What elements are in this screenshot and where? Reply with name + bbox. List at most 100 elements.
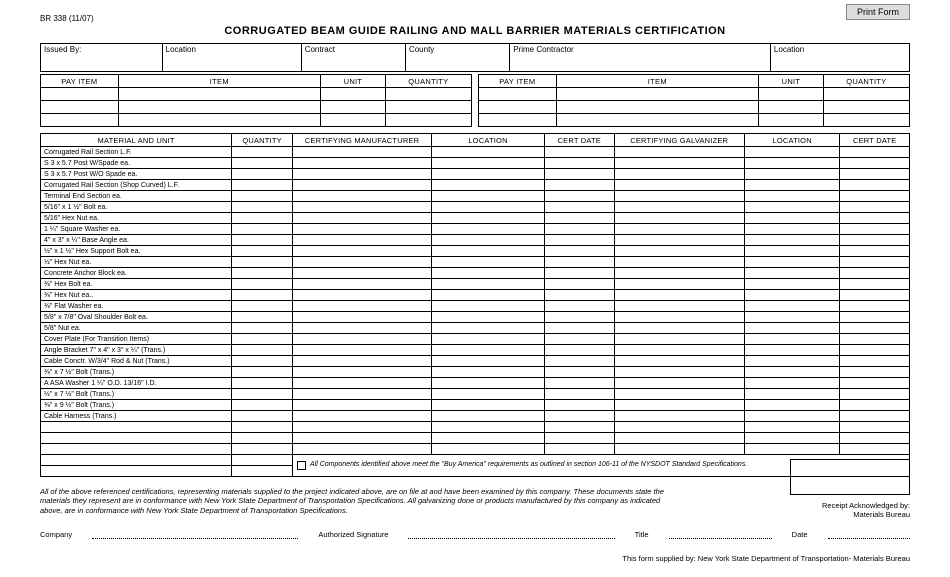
data-cell[interactable] (614, 235, 744, 246)
data-cell[interactable] (744, 180, 840, 191)
data-cell[interactable] (232, 422, 293, 433)
data-cell[interactable] (744, 191, 840, 202)
data-cell[interactable] (545, 169, 615, 180)
data-cell[interactable] (293, 158, 432, 169)
data-cell[interactable] (293, 378, 432, 389)
data-cell[interactable] (293, 246, 432, 257)
header-field[interactable]: Issued By: (41, 44, 163, 72)
data-cell[interactable] (545, 202, 615, 213)
data-cell[interactable] (840, 367, 910, 378)
data-cell[interactable] (545, 257, 615, 268)
data-cell[interactable] (840, 345, 910, 356)
data-cell[interactable] (614, 301, 744, 312)
data-cell[interactable] (293, 367, 432, 378)
data-cell[interactable] (432, 444, 545, 455)
data-cell[interactable] (614, 411, 744, 422)
data-cell[interactable] (432, 367, 545, 378)
data-cell[interactable] (293, 444, 432, 455)
data-cell[interactable] (840, 301, 910, 312)
data-cell[interactable] (545, 389, 615, 400)
header-field[interactable]: Prime Contractor (510, 44, 771, 72)
data-cell[interactable] (545, 367, 615, 378)
data-cell[interactable] (744, 378, 840, 389)
data-cell[interactable] (232, 400, 293, 411)
data-cell[interactable] (293, 433, 432, 444)
data-cell[interactable] (232, 411, 293, 422)
company-line[interactable] (92, 529, 298, 539)
data-cell[interactable] (293, 257, 432, 268)
data-cell[interactable] (432, 279, 545, 290)
data-cell[interactable] (614, 279, 744, 290)
data-cell[interactable] (232, 323, 293, 334)
data-cell[interactable] (840, 389, 910, 400)
data-cell[interactable] (432, 213, 545, 224)
data-cell[interactable] (432, 334, 545, 345)
data-cell[interactable] (840, 246, 910, 257)
data-cell[interactable] (545, 158, 615, 169)
data-cell[interactable] (232, 224, 293, 235)
data-cell[interactable] (744, 367, 840, 378)
data-cell[interactable] (840, 334, 910, 345)
data-cell[interactable] (614, 389, 744, 400)
data-cell[interactable] (614, 191, 744, 202)
data-cell[interactable] (545, 290, 615, 301)
data-cell[interactable] (744, 268, 840, 279)
data-cell[interactable] (545, 213, 615, 224)
data-cell[interactable] (293, 411, 432, 422)
data-cell[interactable] (232, 356, 293, 367)
data-cell[interactable] (293, 169, 432, 180)
data-cell[interactable] (432, 422, 545, 433)
data-cell[interactable] (293, 323, 432, 334)
data-cell[interactable] (232, 246, 293, 257)
data-cell[interactable] (545, 411, 615, 422)
data-cell[interactable] (432, 389, 545, 400)
data-cell[interactable] (41, 433, 232, 444)
header-field[interactable]: Contract (301, 44, 405, 72)
data-cell[interactable] (744, 279, 840, 290)
data-cell[interactable] (432, 433, 545, 444)
data-cell[interactable] (744, 257, 840, 268)
data-cell[interactable] (614, 169, 744, 180)
data-cell[interactable] (545, 180, 615, 191)
data-cell[interactable] (432, 400, 545, 411)
data-cell[interactable] (840, 356, 910, 367)
data-cell[interactable] (432, 345, 545, 356)
data-cell[interactable] (744, 213, 840, 224)
data-cell[interactable] (232, 312, 293, 323)
data-cell[interactable] (432, 147, 545, 158)
buy-america-checkbox[interactable] (297, 461, 306, 470)
data-cell[interactable] (293, 279, 432, 290)
data-cell[interactable] (744, 235, 840, 246)
data-cell[interactable] (545, 444, 615, 455)
data-cell[interactable] (840, 257, 910, 268)
data-cell[interactable] (545, 422, 615, 433)
data-cell[interactable] (232, 268, 293, 279)
data-cell[interactable] (432, 323, 545, 334)
data-cell[interactable] (293, 147, 432, 158)
data-cell[interactable] (744, 312, 840, 323)
data-cell[interactable] (840, 411, 910, 422)
data-cell[interactable] (614, 312, 744, 323)
data-cell[interactable] (840, 191, 910, 202)
data-cell[interactable] (614, 334, 744, 345)
data-cell[interactable] (614, 257, 744, 268)
data-cell[interactable] (432, 202, 545, 213)
data-cell[interactable] (744, 345, 840, 356)
data-cell[interactable] (432, 301, 545, 312)
data-cell[interactable] (744, 389, 840, 400)
data-cell[interactable] (545, 224, 615, 235)
auth-sig-line[interactable] (408, 529, 614, 539)
data-cell[interactable] (432, 158, 545, 169)
data-cell[interactable] (232, 279, 293, 290)
data-cell[interactable] (232, 147, 293, 158)
data-cell[interactable] (232, 290, 293, 301)
data-cell[interactable] (614, 323, 744, 334)
data-cell[interactable] (232, 257, 293, 268)
data-cell[interactable] (545, 246, 615, 257)
data-cell[interactable] (545, 268, 615, 279)
data-cell[interactable] (232, 444, 293, 455)
data-cell[interactable] (744, 356, 840, 367)
data-cell[interactable] (744, 147, 840, 158)
data-cell[interactable] (614, 213, 744, 224)
data-cell[interactable] (614, 433, 744, 444)
